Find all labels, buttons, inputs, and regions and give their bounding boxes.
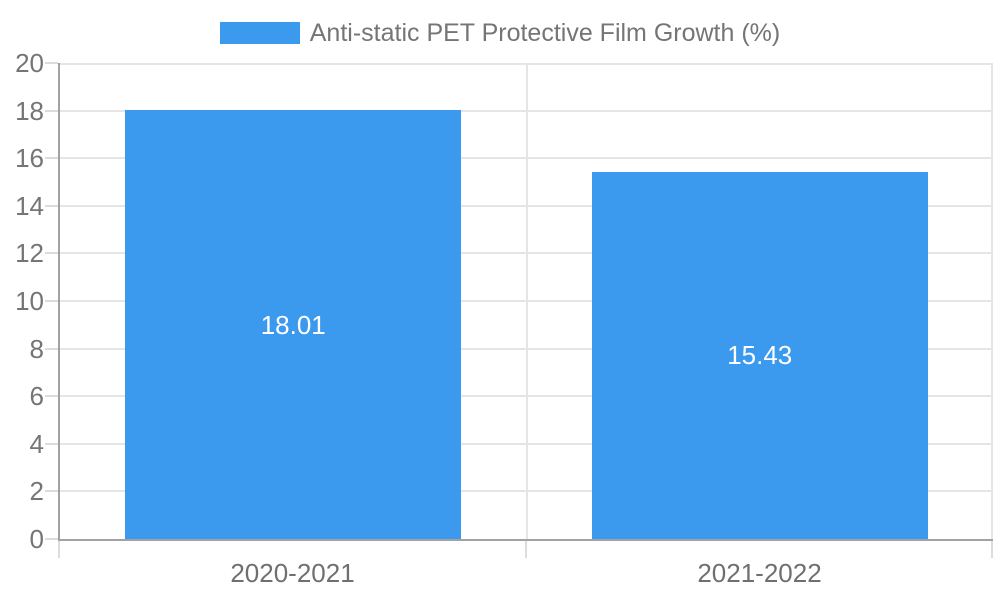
y-tick-0	[45, 538, 58, 540]
bar-value-label: 18.01	[260, 309, 326, 340]
chart-legend[interactable]: Anti-static PET Protective Film Growth (…	[0, 19, 1000, 47]
bar-value-label: 15.43	[727, 340, 793, 371]
x-axis-label-2020-2021: 2020-2021	[230, 558, 355, 588]
y-tick-14	[45, 204, 58, 207]
y-tick-16	[45, 157, 58, 160]
gridline-category-divider	[525, 63, 528, 539]
y-tick-12	[45, 252, 58, 255]
y-axis-label-16: 16	[15, 143, 44, 174]
y-tick-8	[45, 347, 58, 350]
plot-area: 18.01 15.43	[58, 63, 993, 541]
y-tick-2	[45, 490, 58, 493]
y-axis-label-10: 10	[15, 286, 44, 316]
y-axis-label-0: 0	[29, 524, 44, 554]
y-tick-4	[45, 442, 58, 445]
legend-label: Anti-static PET Protective Film Growth (…	[309, 19, 781, 47]
y-axis-label-18: 18	[15, 95, 44, 126]
y-axis-label-8: 8	[29, 333, 44, 364]
bar-2020-2021: 18.01	[125, 110, 462, 539]
x-axis-label-2021-2022: 2021-2022	[697, 558, 822, 588]
gridline-right-boundary	[991, 63, 993, 539]
bars-layer: 18.01 15.43	[60, 63, 993, 539]
grid-layer	[60, 63, 993, 539]
legend-swatch	[219, 22, 300, 44]
bar-2021-2022: 15.43	[591, 171, 928, 539]
y-tick-6	[45, 395, 58, 398]
y-axis-label-20: 20	[15, 48, 44, 78]
y-tick-20	[45, 62, 58, 64]
y-tick-18	[45, 109, 58, 112]
y-tick-10	[45, 300, 58, 302]
x-tick-0	[58, 541, 60, 558]
y-axis-label-6: 6	[29, 381, 44, 412]
y-axis-label-2: 2	[29, 476, 44, 507]
x-tick-2	[991, 541, 993, 558]
y-axis-label-14: 14	[15, 190, 44, 221]
x-tick-1	[525, 541, 527, 558]
y-axis-label-12: 12	[15, 238, 44, 269]
y-axis-label-4: 4	[29, 428, 44, 459]
